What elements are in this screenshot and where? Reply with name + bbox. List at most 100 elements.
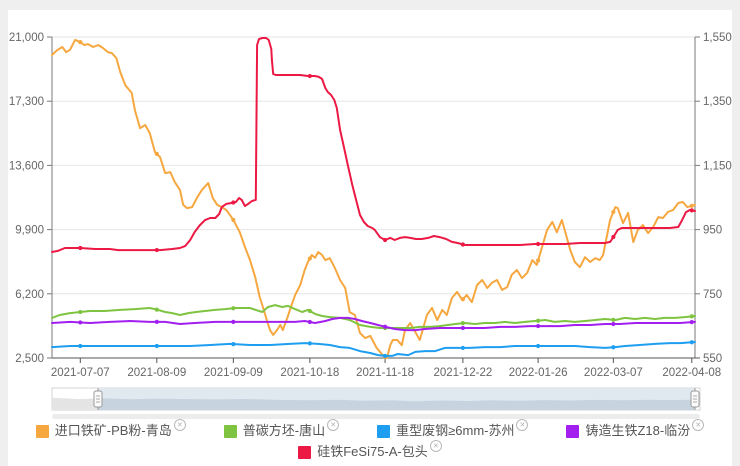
series-marker-2 — [536, 343, 541, 349]
remove-series-icon[interactable]: ✕ — [429, 440, 442, 452]
horizontal-scrollbar[interactable] — [52, 414, 700, 419]
remove-series-icon[interactable]: ✕ — [327, 419, 340, 431]
series-line-4[interactable] — [51, 37, 696, 253]
series-marker-2 — [78, 343, 83, 349]
series-marker-0 — [154, 151, 159, 156]
series-marker-4 — [536, 241, 541, 247]
legend-item-series-0[interactable]: 进口铁矿-PB粉-青岛 ✕ — [35, 419, 186, 439]
right-axis-label: 550 — [703, 353, 722, 365]
legend-swatch — [298, 445, 312, 459]
legend-item-series-3[interactable]: 铸造生铁Z18-临汾 ✕ — [566, 419, 705, 439]
series-marker-1 — [536, 318, 541, 323]
series-marker-4 — [231, 200, 236, 205]
series-marker-3 — [460, 325, 465, 331]
chart-legend: 进口铁矿-PB粉-青岛 ✕ 普碳方坯-唐山 ✕ 重型废钢≥6mm-苏州 ✕ 铸造生铁Z18-… — [0, 419, 740, 465]
legend-label: 铸造生铁Z18-临汾 — [585, 423, 691, 438]
series-marker-4 — [78, 245, 83, 251]
series-line-1[interactable] — [51, 304, 696, 329]
series-marker-1 — [154, 307, 159, 312]
x-axis-label: 2021-10-18 — [280, 367, 339, 379]
x-axis-label: 2022-01-26 — [509, 367, 568, 379]
series-marker-2 — [382, 353, 388, 359]
legend-label: 普碳方坯-唐山 — [242, 423, 326, 438]
legend-swatch — [377, 424, 391, 438]
data-zoom-navigator[interactable] — [0, 384, 740, 424]
x-axis-label: 2022-04-08 — [662, 367, 721, 379]
series-marker-3 — [689, 320, 694, 325]
series-marker-0 — [307, 256, 312, 261]
series-marker-3 — [611, 321, 616, 327]
series-marker-4 — [307, 73, 312, 79]
remove-series-icon[interactable]: ✕ — [516, 419, 529, 431]
remove-series-icon[interactable]: ✕ — [173, 419, 186, 431]
legend-label: 硅铁FeSi75-A-包头 — [317, 444, 428, 459]
legend-swatch — [35, 424, 49, 438]
series-marker-1 — [78, 309, 83, 315]
left-axis-label: 21,000 — [9, 32, 44, 44]
series-marker-1 — [307, 308, 312, 314]
navigator-preview-area — [98, 398, 695, 410]
left-axis-label: 17,300 — [9, 96, 44, 108]
x-axis-label: 2021-08-09 — [127, 367, 186, 379]
series-line-3[interactable] — [51, 316, 696, 332]
x-axis-label: 2021-07-07 — [51, 367, 110, 379]
series-marker-1 — [460, 321, 465, 326]
navigator-handle-left[interactable] — [93, 388, 103, 410]
series-line-0[interactable] — [51, 38, 696, 359]
series-marker-0 — [689, 203, 694, 208]
series-marker-4 — [611, 234, 616, 240]
legend-row: 硅铁FeSi75-A-包头 ✕ — [0, 440, 740, 465]
right-axis-label: 750 — [703, 289, 722, 301]
series-marker-2 — [689, 340, 694, 345]
right-axis-label: 1,350 — [703, 96, 732, 108]
series-marker-2 — [307, 341, 312, 346]
series-marker-2 — [460, 345, 465, 351]
series-marker-2 — [231, 342, 236, 347]
x-axis-label: 2021-12-22 — [433, 367, 492, 379]
legend-swatch — [223, 424, 237, 438]
series-marker-3 — [536, 323, 541, 329]
series-marker-0 — [536, 258, 541, 263]
series-marker-1 — [231, 306, 236, 311]
x-axis-label: 2021-09-09 — [204, 367, 263, 379]
navigator-preview-area-dim — [52, 397, 98, 410]
right-axis-label: 1,150 — [703, 160, 732, 172]
series-marker-3 — [154, 319, 159, 325]
legend-row: 进口铁矿-PB粉-青岛 ✕ 普碳方坯-唐山 ✕ 重型废钢≥6mm-苏州 ✕ 铸造生铁Z18-… — [0, 419, 740, 444]
right-axis-label: 1,550 — [703, 32, 732, 44]
x-axis-label: 2021-11-18 — [356, 367, 414, 379]
left-axis-label: 9,900 — [15, 225, 44, 237]
series-line-2[interactable] — [51, 341, 696, 357]
series-marker-3 — [382, 324, 388, 329]
price-line-chart: 21,000 1,550 17,300 1,350 13,600 1,150 9,900 95… — [9, 32, 732, 379]
series-marker-0 — [460, 297, 465, 302]
series-marker-3 — [231, 319, 236, 325]
navigator-handle-right[interactable] — [690, 388, 700, 410]
series-marker-0 — [611, 209, 616, 215]
remove-series-icon[interactable]: ✕ — [692, 419, 705, 431]
right-axis-label: 950 — [703, 225, 722, 237]
series-marker-4 — [382, 237, 388, 243]
legend-item-series-4[interactable]: 硅铁FeSi75-A-包头 ✕ — [298, 440, 442, 460]
legend-item-series-1[interactable]: 普碳方坯-唐山 ✕ — [223, 419, 340, 439]
series-marker-1 — [611, 317, 616, 322]
series-marker-4 — [460, 242, 465, 247]
series-marker-0 — [78, 40, 83, 45]
series-marker-4 — [154, 247, 159, 253]
series-marker-2 — [154, 343, 159, 349]
legend-label: 重型废钢≥6mm-苏州 — [396, 423, 515, 438]
x-axis-label: 2022-03-07 — [584, 367, 643, 379]
series-marker-1 — [689, 314, 694, 319]
series-marker-3 — [78, 320, 83, 325]
series-marker-4 — [689, 208, 694, 213]
series-marker-3 — [307, 319, 312, 325]
legend-label: 进口铁矿-PB粉-青岛 — [54, 423, 172, 438]
left-axis-label: 13,600 — [9, 160, 44, 172]
left-axis-label: 6,200 — [15, 289, 44, 301]
series-marker-0 — [231, 217, 236, 223]
legend-item-series-2[interactable]: 重型废钢≥6mm-苏州 ✕ — [377, 419, 529, 439]
series-marker-2 — [611, 345, 616, 350]
left-axis-label: 2,500 — [15, 353, 44, 365]
legend-swatch — [566, 424, 580, 438]
